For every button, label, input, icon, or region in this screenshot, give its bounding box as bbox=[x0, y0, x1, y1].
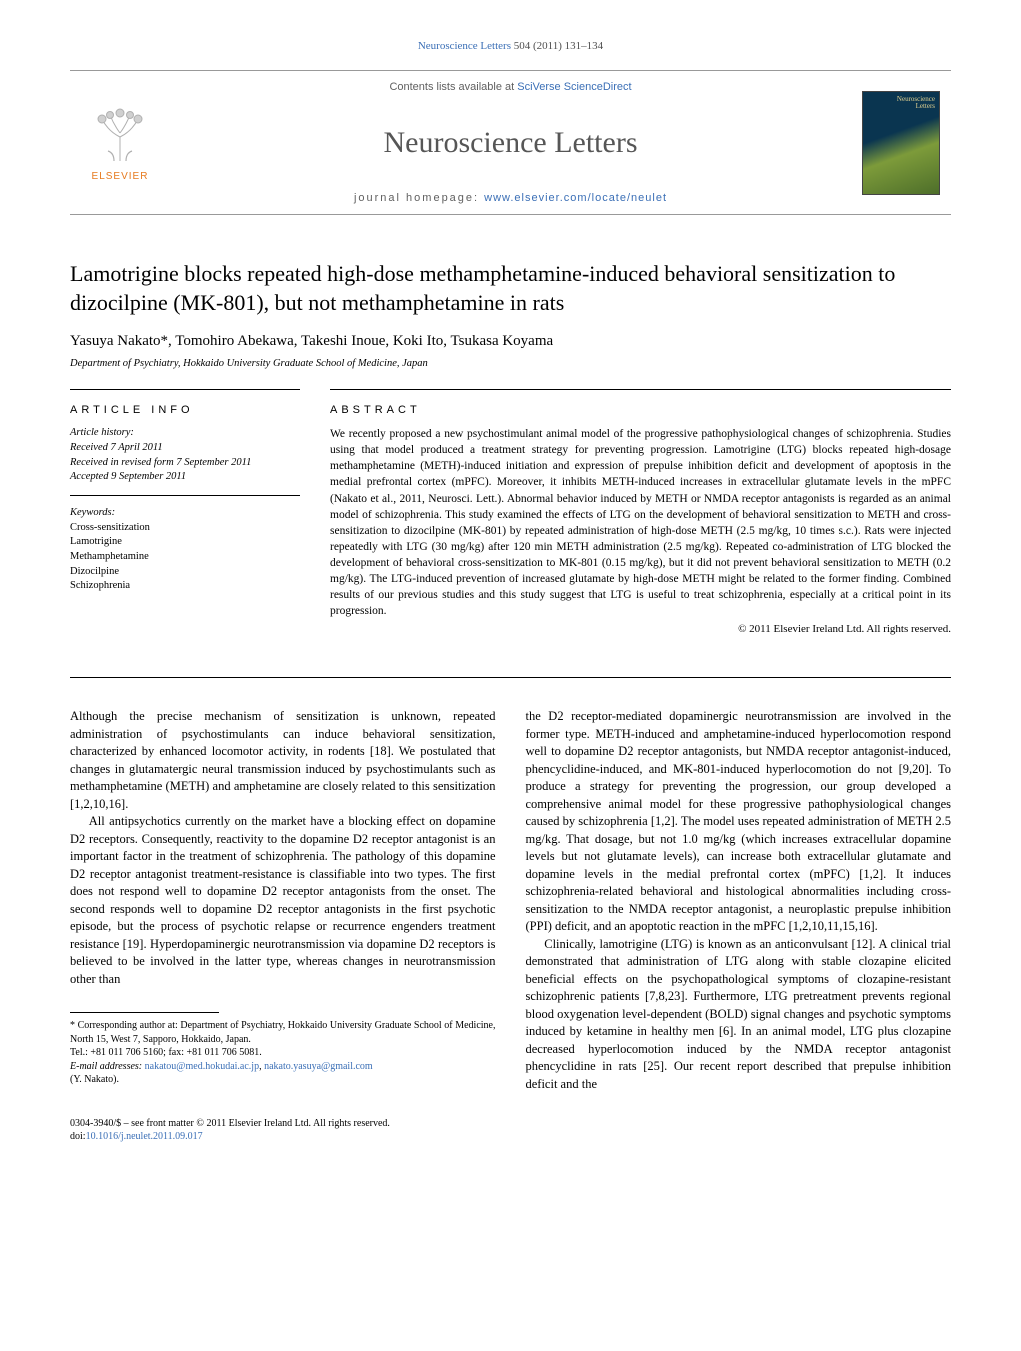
contents-available-line: Contents lists available at SciVerse Sci… bbox=[389, 81, 631, 93]
article-history: Article history: Received 7 April 2011 R… bbox=[70, 426, 300, 496]
contents-prefix: Contents lists available at bbox=[389, 81, 517, 93]
citation-volpages: 504 (2011) 131–134 bbox=[511, 40, 603, 52]
history-received: Received 7 April 2011 bbox=[70, 441, 300, 456]
elsevier-logo: ELSEVIER bbox=[70, 71, 170, 214]
homepage-label: journal homepage: bbox=[354, 192, 484, 204]
keyword: Cross-sensitization bbox=[70, 521, 300, 536]
history-revised: Received in revised form 7 September 201… bbox=[70, 456, 300, 471]
homepage-link[interactable]: www.elsevier.com/locate/neulet bbox=[484, 192, 667, 204]
history-head: Article history: bbox=[70, 426, 300, 441]
body-left-column: Although the precise mechanism of sensit… bbox=[70, 708, 496, 1144]
body-paragraph: Clinically, lamotrigine (LTG) is known a… bbox=[526, 936, 952, 1094]
keyword: Methamphetamine bbox=[70, 550, 300, 565]
doi-label: doi: bbox=[70, 1131, 86, 1142]
email-link[interactable]: nakatou@med.hokudai.ac.jp bbox=[145, 1061, 259, 1072]
elsevier-label: ELSEVIER bbox=[92, 171, 149, 182]
corr-email-line: E-mail addresses: nakatou@med.hokudai.ac… bbox=[70, 1060, 496, 1074]
email-label: E-mail addresses: bbox=[70, 1061, 145, 1072]
body-columns: Although the precise mechanism of sensit… bbox=[70, 677, 951, 1144]
body-paragraph: Although the precise mechanism of sensit… bbox=[70, 708, 496, 813]
masthead-center: Contents lists available at SciVerse Sci… bbox=[170, 71, 851, 214]
body-paragraph: All antipsychotics currently on the mark… bbox=[70, 813, 496, 988]
journal-cover-image: NeuroscienceLetters bbox=[862, 91, 940, 195]
abstract-column: ABSTRACT We recently proposed a new psyc… bbox=[330, 389, 951, 635]
keyword: Schizophrenia bbox=[70, 579, 300, 594]
footer-block: 0304-3940/$ – see front matter © 2011 El… bbox=[70, 1117, 496, 1144]
doi-link[interactable]: 10.1016/j.neulet.2011.09.017 bbox=[86, 1131, 203, 1142]
issn-line: 0304-3940/$ – see front matter © 2011 El… bbox=[70, 1117, 496, 1131]
title-block: Lamotrigine blocks repeated high-dose me… bbox=[70, 260, 951, 369]
journal-homepage-line: journal homepage: www.elsevier.com/locat… bbox=[354, 192, 667, 204]
cover-title: NeuroscienceLetters bbox=[897, 96, 935, 111]
keywords-head: Keywords: bbox=[70, 506, 300, 521]
keyword: Lamotrigine bbox=[70, 535, 300, 550]
history-accepted: Accepted 9 September 2011 bbox=[70, 470, 300, 485]
abstract-label: ABSTRACT bbox=[330, 404, 951, 416]
email-link[interactable]: nakato.yasuya@gmail.com bbox=[264, 1061, 373, 1072]
abstract-copyright: © 2011 Elsevier Ireland Ltd. All rights … bbox=[330, 623, 951, 635]
corr-tel-line: Tel.: +81 011 706 5160; fax: +81 011 706… bbox=[70, 1046, 496, 1060]
article-info-column: ARTICLE INFO Article history: Received 7… bbox=[70, 389, 300, 635]
author-list: Yasuya Nakato*, Tomohiro Abekawa, Takesh… bbox=[70, 333, 951, 350]
body-paragraph: the D2 receptor-mediated dopaminergic ne… bbox=[526, 708, 952, 936]
article-title: Lamotrigine blocks repeated high-dose me… bbox=[70, 260, 951, 317]
journal-cover: NeuroscienceLetters bbox=[851, 71, 951, 214]
header-citation: Neuroscience Letters 504 (2011) 131–134 bbox=[70, 40, 951, 52]
keywords-block: Keywords: Cross-sensitization Lamotrigin… bbox=[70, 506, 300, 594]
corr-author-line: * Corresponding author at: Department of… bbox=[70, 1019, 496, 1046]
abstract-text: We recently proposed a new psychostimula… bbox=[330, 426, 951, 619]
journal-name: Neuroscience Letters bbox=[383, 126, 637, 160]
corr-email-name: (Y. Nakato). bbox=[70, 1073, 496, 1087]
footnote-separator bbox=[70, 1012, 219, 1013]
elsevier-tree-icon bbox=[88, 103, 152, 167]
doi-line: doi:10.1016/j.neulet.2011.09.017 bbox=[70, 1130, 496, 1144]
article-info-label: ARTICLE INFO bbox=[70, 404, 300, 416]
citation-journal-link[interactable]: Neuroscience Letters bbox=[418, 40, 511, 52]
keyword: Dizocilpine bbox=[70, 565, 300, 580]
affiliation: Department of Psychiatry, Hokkaido Unive… bbox=[70, 358, 951, 369]
corresponding-footnote: * Corresponding author at: Department of… bbox=[70, 1019, 496, 1087]
sciencedirect-link[interactable]: SciVerse ScienceDirect bbox=[517, 81, 631, 93]
masthead: ELSEVIER Contents lists available at Sci… bbox=[70, 70, 951, 215]
body-right-column: the D2 receptor-mediated dopaminergic ne… bbox=[526, 708, 952, 1144]
